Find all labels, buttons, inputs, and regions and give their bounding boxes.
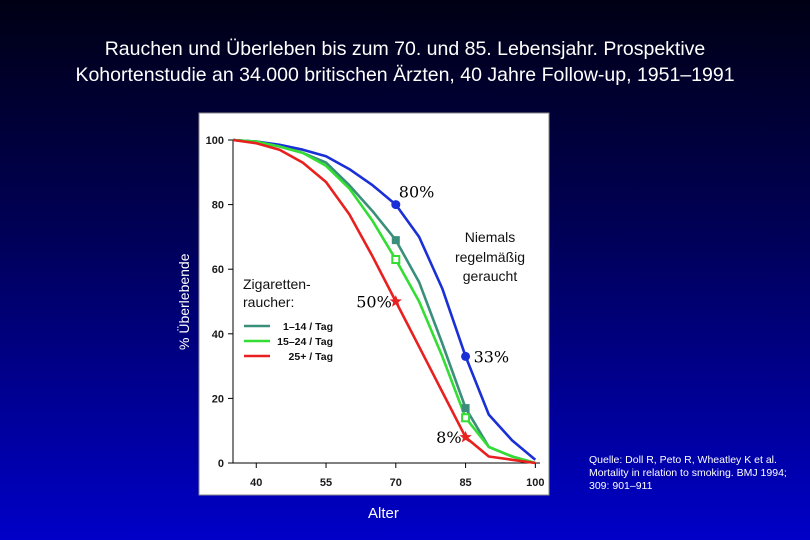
data-label-8-85: 8% <box>436 428 461 447</box>
data-label-33-85: 33% <box>474 347 510 366</box>
marker-square-filled-70-69 <box>391 236 400 245</box>
series-lines <box>232 138 537 465</box>
title-line-1: Rauchen und Überleben bis zum 70. und 85… <box>104 38 706 60</box>
axis-ticks: 0 20 40 60 80 100 40 55 70 85 100 <box>206 135 545 489</box>
x-tick-label-40: 40 <box>250 477 262 489</box>
marker-star-85-8 <box>459 430 472 443</box>
nonsmoker-label-line-1: Niemals <box>465 229 516 245</box>
marker-square-open-85-14 <box>461 413 471 423</box>
legend-title-line-2: raucher: <box>243 294 294 310</box>
x-axis-label: Alter <box>368 505 399 522</box>
plot-panel <box>198 112 550 496</box>
nonsmoker-label-line-3: geraucht <box>463 268 518 284</box>
legend: 1–14 / Tag 15–24 / Tag 25+ / Tag <box>244 321 333 363</box>
y-tick-label-40: 40 <box>212 329 224 341</box>
title-line-2: Kohortenstudie an 34.000 britischen Ärzt… <box>75 64 735 86</box>
series-line-25-tag <box>232 138 536 465</box>
legend-label-15-24-tag: 15–24 / Tag <box>277 336 333 348</box>
series-line-niemals-regelm-ig-geraucht <box>232 138 537 461</box>
marker-circle-85-33 <box>461 351 471 361</box>
y-tick-label-20: 20 <box>212 393 224 405</box>
y-tick-label-80: 80 <box>212 200 224 212</box>
nonsmoker-label-line-2: regelmäßig <box>455 249 525 265</box>
marker-square-open-70-63 <box>391 255 401 265</box>
x-tick-label-85: 85 <box>459 477 471 489</box>
source-citation: Quelle: Doll R, Peto R, Wheatley K et al… <box>589 454 787 492</box>
series-line-15-24-tag <box>232 138 536 465</box>
legend-label-1-14-tag: 1–14 / Tag <box>283 321 333 333</box>
slide-title: Rauchen und Überleben bis zum 70. und 85… <box>0 36 810 88</box>
legend-label-25-tag: 25+ / Tag <box>289 351 333 363</box>
marker-star-70-50 <box>389 295 402 307</box>
markers: 80% 33% 50% 8% <box>356 183 509 448</box>
data-label-50-70: 50% <box>356 293 392 312</box>
data-label-80-70: 80% <box>399 183 435 202</box>
y-tick-label-60: 60 <box>212 264 224 276</box>
x-tick-label-100: 100 <box>526 477 544 489</box>
y-tick-label-100: 100 <box>206 135 224 147</box>
marker-circle-70-80 <box>391 200 401 210</box>
y-tick-label-0: 0 <box>218 458 224 470</box>
y-axis-label: % Überlebende <box>176 253 192 350</box>
legend-title-line-1: Zigaretten- <box>243 276 311 292</box>
marker-square-filled-85-17 <box>461 404 470 413</box>
x-tick-label-55: 55 <box>320 477 332 489</box>
x-tick-label-70: 70 <box>390 477 402 489</box>
